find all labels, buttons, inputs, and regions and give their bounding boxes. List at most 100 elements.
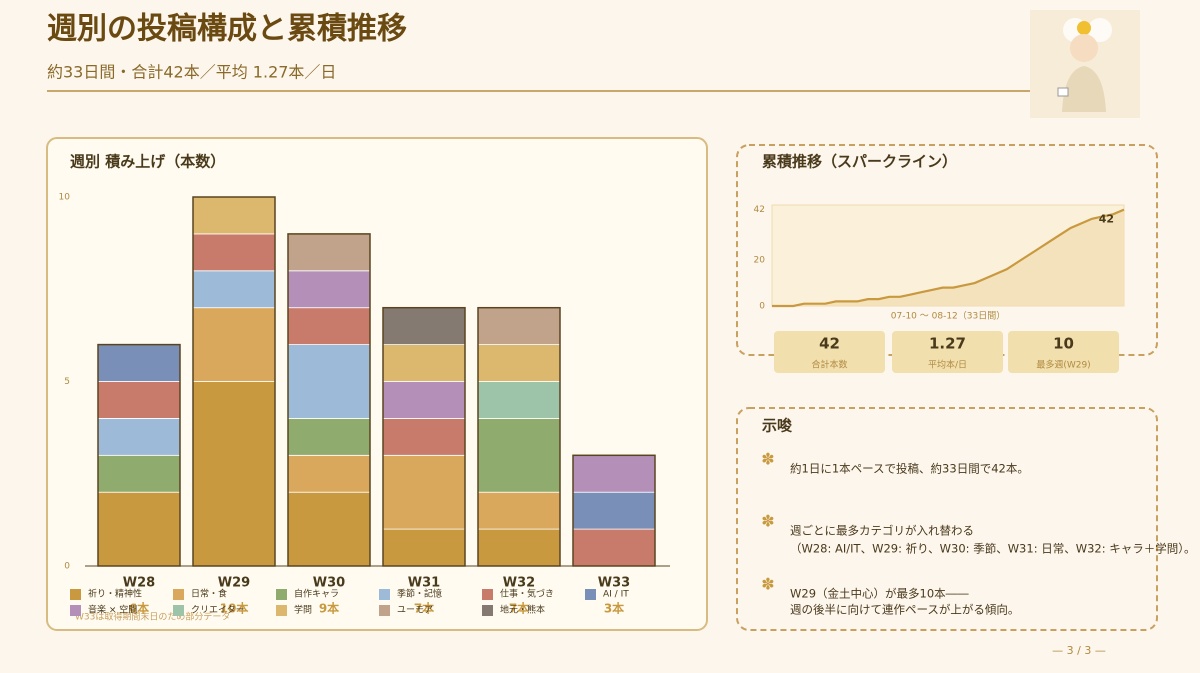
bar-segment [97, 454, 181, 493]
insight-panel [736, 407, 1158, 631]
bar-segment [192, 196, 276, 235]
legend-label: 自作キャラ [294, 588, 339, 600]
legend-label: 季節・記憶 [397, 588, 442, 600]
bar-segment [287, 454, 371, 493]
y-tick-label: 0 [759, 302, 765, 312]
bar-segment [382, 307, 466, 346]
bar-outline [477, 306, 561, 567]
total-label: 10本 [220, 601, 249, 616]
insight-text: （W28: AI/IT、W29: 祈り、W30: 季節、W31: 日常、W32:… [790, 542, 1196, 556]
x-tick-label: W33 [598, 576, 630, 591]
legend-label: 祈り・精神性 [88, 588, 142, 600]
total-label: 7本 [414, 601, 434, 616]
legend-label: クリエイター [191, 605, 245, 616]
bar-segment [477, 417, 561, 493]
bullet-icon: ✽ [761, 512, 774, 531]
avatar [1030, 10, 1140, 118]
x-axis-label: 07-10 〜 08-12（33日間） [891, 311, 1005, 322]
bar-segment [192, 307, 276, 382]
bar-segment [572, 491, 656, 530]
bar-segment [287, 233, 371, 272]
insight-text: W29（金土中心）が最多10本―― [790, 587, 969, 601]
bar-segment [287, 417, 371, 456]
bar-segment [382, 528, 466, 567]
legend-swatch [70, 589, 81, 600]
bar-segment [477, 307, 561, 346]
bar-segment [572, 528, 656, 567]
spark-title: 累積推移（スパークライン） [762, 153, 957, 171]
bar-chart-title: 週別 積み上げ（本数） [70, 153, 225, 171]
x-tick-label: W32 [503, 576, 535, 591]
insight-text: 週ごとに最多カテゴリが入れ替わる [790, 524, 974, 538]
stat-value: 42 [819, 335, 840, 353]
bar-segment [97, 417, 181, 456]
legend-label: 日常・食 [191, 588, 227, 600]
bar-segment [572, 454, 656, 493]
legend-swatch [482, 605, 493, 616]
bar-outline [287, 233, 371, 567]
subtitle: 約33日間・合計42本／平均 1.27本／日 [47, 63, 336, 82]
page-number: — 3 / 3 — [1052, 644, 1106, 657]
stat-card [1008, 331, 1119, 373]
insight-title: 示唆 [762, 417, 793, 435]
bar-segment [192, 270, 276, 309]
bar-segment [287, 270, 371, 309]
bar-segment [287, 344, 371, 419]
bar-segment [477, 381, 561, 419]
total-label: 6本 [129, 601, 149, 616]
spark-line [772, 208, 1125, 308]
total-label: 9本 [319, 601, 339, 616]
bar-segment [382, 381, 466, 419]
legend-label: AI / IT [603, 590, 629, 600]
footnote: W33は取得期間末日のため部分データ [75, 611, 230, 623]
legend-swatch [276, 605, 287, 616]
bar-segment [382, 417, 466, 456]
bar-segment [382, 454, 466, 530]
insight-text: 約1日に1本ペースで投稿、約33日間で42本。 [790, 462, 1029, 476]
total-label: 7本 [509, 601, 529, 616]
legend-swatch [70, 605, 81, 616]
y-tick-label: 10 [59, 193, 71, 203]
y-tick-label: 20 [754, 256, 766, 266]
y-tick-label: 0 [64, 562, 70, 572]
bar-segment [97, 381, 181, 419]
bar-outline [382, 306, 466, 567]
y-tick-label: 42 [754, 205, 765, 215]
legend-label: ユーモア [397, 606, 433, 616]
bar-segment [287, 307, 371, 346]
legend-label: 地元・熊本 [500, 604, 545, 616]
title: 週別の投稿構成と累積推移 [47, 12, 407, 47]
bar-outline [192, 196, 276, 567]
stat-label: 平均本/日 [928, 359, 967, 371]
x-tick-label: W31 [408, 576, 440, 591]
legend-label: 音楽 × 空間 [88, 604, 137, 616]
bar-segment [97, 344, 181, 382]
spark-area [772, 209, 1124, 306]
legend-swatch [482, 589, 493, 600]
stat-value: 10 [1053, 335, 1074, 353]
stat-card [892, 331, 1003, 373]
legend-swatch [276, 589, 287, 600]
x-tick-label: W30 [313, 576, 345, 591]
legend-swatch [379, 605, 390, 616]
bar-segment [192, 381, 276, 567]
legend-label: 学問 [294, 604, 312, 616]
bar-segment [192, 233, 276, 272]
total-label: 3本 [604, 601, 624, 616]
stat-label: 合計本数 [811, 359, 847, 371]
bar-segment [477, 528, 561, 567]
bar-segment [382, 344, 466, 382]
legend-swatch [173, 605, 184, 616]
bar-segment [287, 491, 371, 567]
bullet-icon: ✽ [761, 575, 774, 594]
x-tick-label: W29 [218, 576, 250, 591]
stat-value: 1.27 [929, 335, 966, 353]
legend-swatch [173, 589, 184, 600]
legend-swatch [379, 589, 390, 600]
x-tick-label: W28 [123, 576, 155, 591]
end-label: 42 [1099, 213, 1114, 226]
bar-outline [572, 454, 656, 567]
y-tick-label: 5 [64, 377, 70, 387]
bar-segment [477, 344, 561, 382]
